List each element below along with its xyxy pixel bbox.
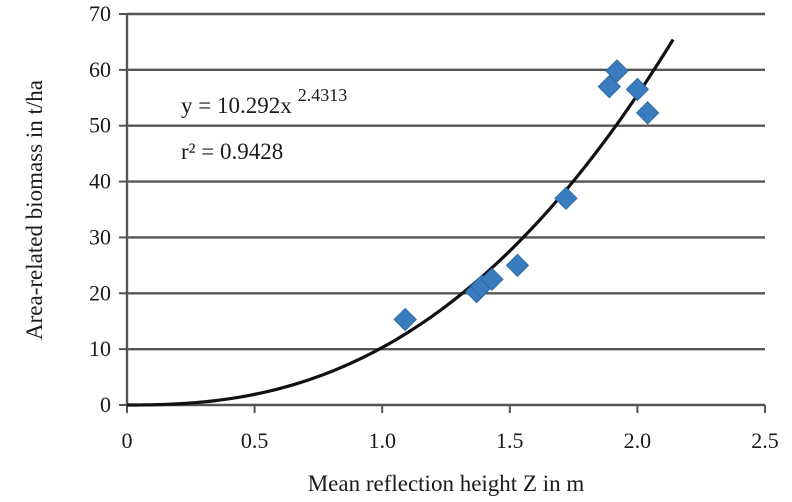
data-point-marker bbox=[505, 253, 530, 278]
x-tick-label: 1.5 bbox=[496, 428, 524, 453]
y-tick-labels: 0 10 20 30 40 50 60 70 bbox=[89, 1, 111, 417]
y-tick-label: 60 bbox=[89, 57, 111, 82]
y-tick-label: 30 bbox=[89, 224, 111, 249]
x-tick-label: 1.0 bbox=[368, 428, 396, 453]
power-trendline bbox=[127, 38, 675, 407]
equation-lhs: y = 10.292x bbox=[181, 93, 292, 118]
x-tick-labels: 0 0.5 1.0 1.5 2.0 2.5 bbox=[122, 428, 779, 453]
data-point-marker bbox=[597, 74, 622, 99]
x-tick-label: 0 bbox=[122, 428, 133, 453]
data-points bbox=[393, 59, 660, 332]
y-tick-label: 50 bbox=[89, 113, 111, 138]
x-tick-label: 0.5 bbox=[241, 428, 269, 453]
trendline-equation: y = 10.292x 2.4313 bbox=[181, 85, 347, 118]
y-tick-label: 0 bbox=[100, 392, 111, 417]
x-axis-title: Mean reflection height Z in m bbox=[308, 471, 585, 496]
y-axis-title: Area-related biomass in t/ha bbox=[22, 80, 47, 340]
equation-exponent: 2.4313 bbox=[298, 85, 348, 105]
gridlines bbox=[127, 12, 765, 351]
y-tick-label: 70 bbox=[89, 1, 111, 26]
data-point-marker bbox=[635, 101, 660, 125]
x-tick-label: 2.5 bbox=[751, 428, 779, 453]
data-point-marker bbox=[605, 59, 629, 83]
data-point-marker bbox=[554, 186, 578, 211]
axes bbox=[119, 13, 766, 413]
y-tick-label: 10 bbox=[89, 336, 111, 361]
y-tick-label: 20 bbox=[89, 280, 111, 305]
y-tick-label: 40 bbox=[89, 169, 111, 194]
data-point-marker bbox=[480, 267, 504, 292]
data-point-marker bbox=[393, 307, 417, 332]
r-squared-label: r² = 0.9428 bbox=[181, 139, 283, 164]
data-point-marker bbox=[625, 77, 650, 102]
x-tick-label: 2.0 bbox=[624, 428, 652, 453]
